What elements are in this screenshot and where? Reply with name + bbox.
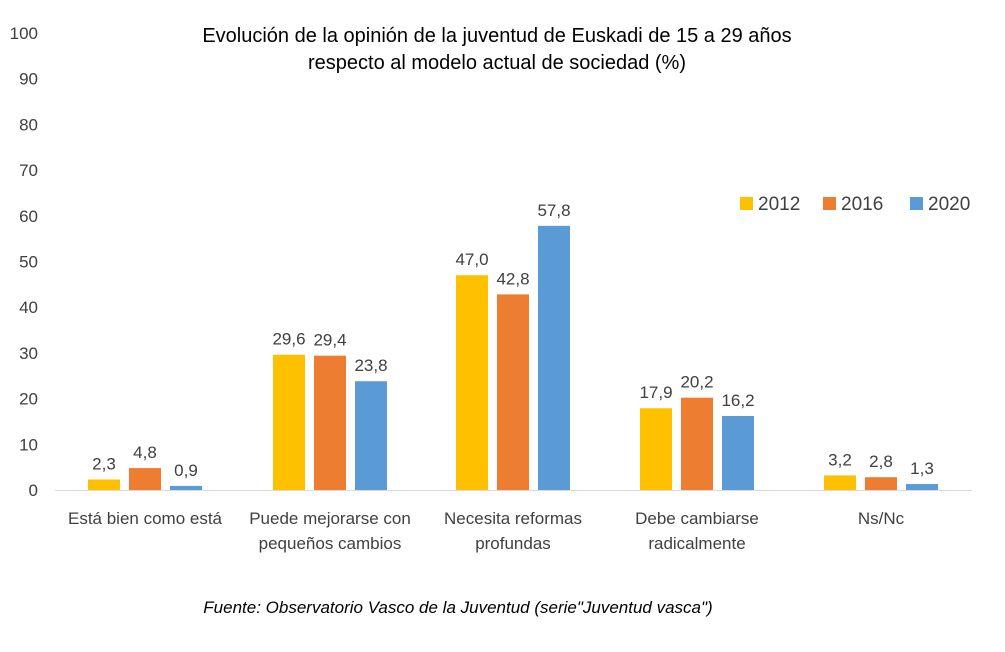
y-tick-label: 30 (19, 344, 38, 363)
y-tick-label: 40 (19, 298, 38, 317)
bar-2012 (456, 275, 488, 490)
bar-2012 (824, 475, 856, 490)
bar-2012 (88, 479, 120, 490)
y-tick-label: 70 (19, 161, 38, 180)
data-label: 42,8 (496, 269, 529, 288)
y-tick-label: 60 (19, 207, 38, 226)
chart-title: Evolución de la opinión de la juventud d… (202, 25, 791, 47)
data-label: 1,3 (910, 459, 934, 478)
bar-2020 (906, 484, 938, 490)
y-tick-label: 20 (19, 390, 38, 409)
data-label: 29,4 (313, 331, 346, 350)
bar-2012 (273, 354, 305, 490)
data-label: 20,2 (680, 373, 713, 392)
x-tick-label: Necesita reformas (444, 509, 582, 528)
x-tick-label: profundas (475, 534, 551, 553)
legend-swatch (910, 197, 923, 210)
data-label: 16,2 (721, 391, 754, 410)
data-label: 57,8 (537, 201, 570, 220)
y-tick-label: 0 (29, 481, 38, 500)
data-label: 4,8 (133, 443, 157, 462)
legend-swatch (740, 197, 753, 210)
bar-2016 (129, 468, 161, 490)
y-tick-label: 80 (19, 115, 38, 134)
data-label: 17,9 (639, 383, 672, 402)
data-label: 3,2 (828, 450, 852, 469)
legend-swatch (823, 197, 836, 210)
x-tick-label: Ns/Nc (858, 509, 905, 528)
legend-label: 2012 (758, 194, 800, 215)
bar-2016 (497, 294, 529, 490)
x-tick-label: Puede mejorarse con (249, 509, 411, 528)
source-note: Fuente: Observatorio Vasco de la Juventu… (203, 598, 712, 617)
y-tick-label: 10 (19, 435, 38, 454)
y-tick-label: 90 (19, 70, 38, 89)
data-label: 23,8 (354, 356, 387, 375)
bar-2016 (865, 477, 897, 490)
bar-2020 (722, 415, 754, 490)
bar-2020 (538, 225, 570, 490)
chart-title: respecto al modelo actual de sociedad (%… (308, 52, 686, 74)
bar-2020 (170, 485, 202, 490)
data-label: 2,8 (869, 452, 893, 471)
data-label: 47,0 (455, 250, 488, 269)
x-tick-label: Está bien como está (68, 509, 223, 528)
legend-label: 2020 (928, 194, 970, 215)
data-label: 0,9 (174, 461, 198, 480)
y-tick-label: 100 (10, 24, 38, 43)
x-tick-label: Debe cambiarse (635, 509, 759, 528)
x-tick-label: radicalmente (648, 534, 745, 553)
data-label: 29,6 (272, 330, 305, 349)
bar-2016 (681, 397, 713, 490)
bar-2016 (314, 355, 346, 490)
data-label: 2,3 (92, 454, 116, 473)
bar-2012 (640, 408, 672, 490)
legend-label: 2016 (841, 194, 883, 215)
x-tick-label: pequeños cambios (259, 534, 402, 553)
y-tick-label: 50 (19, 253, 38, 272)
bar-2020 (355, 381, 387, 490)
